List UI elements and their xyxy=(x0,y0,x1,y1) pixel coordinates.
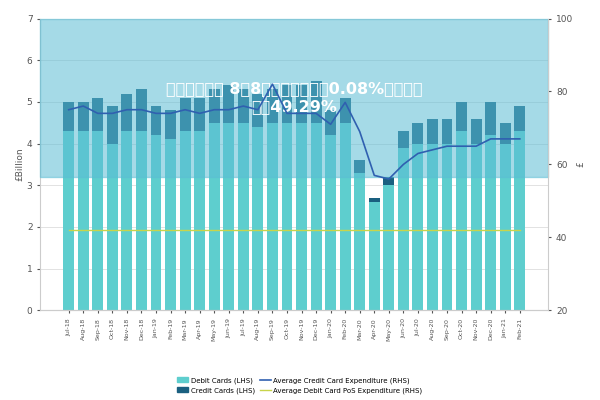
Bar xyxy=(325,110,336,135)
Bar xyxy=(281,123,292,310)
Bar xyxy=(383,185,394,310)
Bar xyxy=(311,81,322,123)
Bar xyxy=(107,106,118,144)
Bar xyxy=(311,123,322,310)
Bar xyxy=(485,102,496,135)
Legend: Debit Cards (LHS), Credit Cards (LHS), Average Credit Card Expenditure (RHS), Av: Debit Cards (LHS), Credit Cards (LHS), A… xyxy=(175,374,425,396)
Bar xyxy=(514,131,525,310)
Bar xyxy=(500,123,511,144)
Text: 牛弘股票配资 8朎8日武进转债下跌0.08%，转股溢
价率49.29%: 牛弘股票配资 8朎8日武进转债下跌0.08%，转股溢 价率49.29% xyxy=(166,82,422,114)
Bar xyxy=(179,131,191,310)
Bar xyxy=(223,85,234,123)
Bar xyxy=(92,131,103,310)
Bar xyxy=(369,198,380,202)
Bar xyxy=(253,127,263,310)
Bar xyxy=(325,135,336,310)
Bar xyxy=(442,118,452,144)
Y-axis label: £Billion: £Billion xyxy=(15,148,24,181)
Bar xyxy=(456,102,467,131)
Bar xyxy=(398,148,409,310)
Bar xyxy=(223,123,234,310)
Bar xyxy=(267,123,278,310)
Bar xyxy=(92,98,103,131)
Bar xyxy=(485,135,496,310)
Bar xyxy=(63,102,74,131)
Bar xyxy=(63,131,74,310)
Bar xyxy=(165,140,176,310)
Bar xyxy=(500,144,511,310)
Bar xyxy=(121,131,133,310)
Bar xyxy=(354,160,365,173)
Bar xyxy=(427,144,438,310)
Bar xyxy=(194,98,205,131)
Bar xyxy=(427,118,438,144)
Y-axis label: £: £ xyxy=(576,162,585,167)
Bar xyxy=(267,89,278,123)
Bar xyxy=(253,94,263,127)
Bar xyxy=(194,131,205,310)
Bar xyxy=(151,135,161,310)
Bar xyxy=(78,131,89,310)
Bar xyxy=(296,123,307,310)
Bar xyxy=(340,123,350,310)
Bar xyxy=(369,202,380,310)
Bar xyxy=(40,18,548,177)
Bar xyxy=(209,89,220,123)
Bar xyxy=(383,177,394,185)
Bar xyxy=(354,173,365,310)
Bar xyxy=(470,118,482,144)
Bar xyxy=(78,102,89,131)
Bar xyxy=(296,85,307,123)
Bar xyxy=(442,144,452,310)
Bar xyxy=(412,123,424,144)
Bar xyxy=(179,98,191,131)
Bar xyxy=(281,85,292,123)
Bar xyxy=(238,89,249,123)
Bar xyxy=(165,110,176,140)
Bar xyxy=(412,144,424,310)
Bar xyxy=(121,94,133,131)
Bar xyxy=(398,131,409,148)
Bar xyxy=(456,131,467,310)
Bar xyxy=(136,89,147,131)
Bar xyxy=(340,98,350,123)
Bar xyxy=(238,123,249,310)
Bar xyxy=(107,144,118,310)
Bar xyxy=(209,123,220,310)
Bar xyxy=(136,131,147,310)
Bar xyxy=(514,106,525,131)
Bar xyxy=(470,144,482,310)
Bar xyxy=(151,106,161,135)
